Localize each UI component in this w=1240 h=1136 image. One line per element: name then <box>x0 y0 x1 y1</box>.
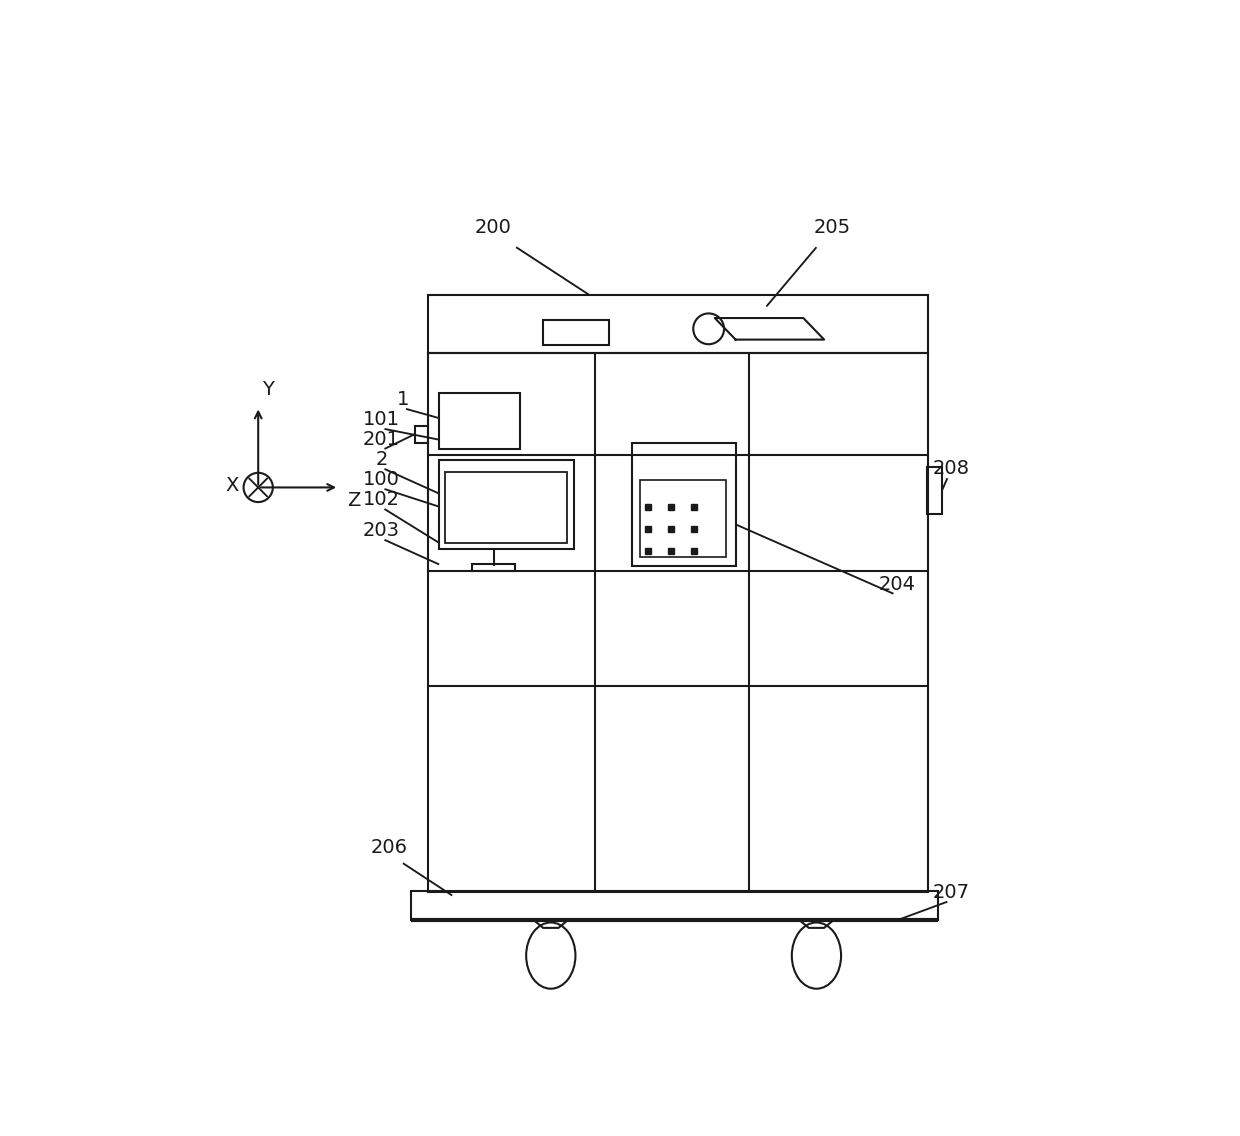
Bar <box>668 503 675 510</box>
Text: 204: 204 <box>879 575 916 594</box>
Bar <box>668 526 675 532</box>
Text: 102: 102 <box>363 490 399 509</box>
Text: Y: Y <box>262 379 274 399</box>
Text: X: X <box>226 476 239 495</box>
Bar <box>691 549 697 554</box>
Bar <box>439 393 520 449</box>
Text: 201: 201 <box>363 429 399 449</box>
Bar <box>668 549 675 554</box>
Bar <box>926 467 942 515</box>
Bar <box>645 549 651 554</box>
Bar <box>428 295 928 352</box>
Text: 1: 1 <box>397 390 409 409</box>
Text: 200: 200 <box>475 218 511 237</box>
Bar <box>414 426 428 443</box>
Text: Z: Z <box>347 491 360 510</box>
Bar <box>472 565 515 570</box>
Bar <box>445 473 567 543</box>
Bar <box>631 443 735 566</box>
Text: 206: 206 <box>371 838 408 857</box>
Bar <box>640 479 727 557</box>
Bar <box>543 320 609 345</box>
Bar <box>439 460 574 549</box>
Text: 100: 100 <box>363 470 399 488</box>
Bar <box>645 503 651 510</box>
Text: 205: 205 <box>813 218 851 237</box>
Bar <box>428 352 928 892</box>
Text: 101: 101 <box>363 410 399 429</box>
Bar <box>691 526 697 532</box>
Text: 208: 208 <box>932 459 970 478</box>
Bar <box>410 891 939 920</box>
Bar <box>645 526 651 532</box>
Bar <box>691 503 697 510</box>
Text: 207: 207 <box>932 883 970 902</box>
Text: 203: 203 <box>363 520 399 540</box>
Text: 2: 2 <box>376 450 388 469</box>
